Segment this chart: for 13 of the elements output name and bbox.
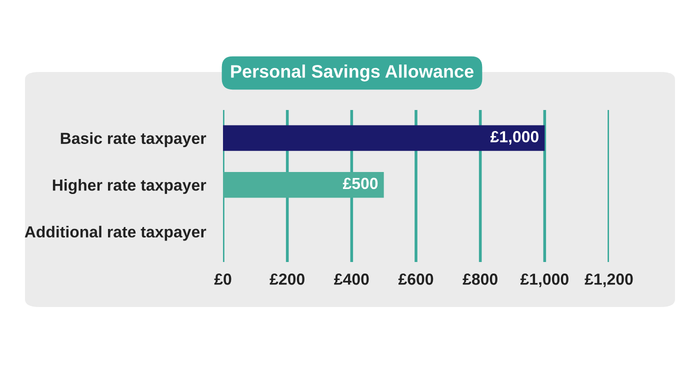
x-tick-label: £800 — [462, 274, 498, 285]
x-tick-label: £600 — [398, 274, 434, 285]
y-tick-label: Additional rate taxpayer — [24, 226, 206, 241]
data-label: £1,000 — [490, 131, 538, 145]
y-tick-label: Basic rate taxpayer — [60, 132, 206, 148]
chart-title: Personal Savings Allowance — [231, 64, 474, 82]
x-tick-label: £1,000 — [520, 274, 568, 288]
x-tick-label: £0 — [214, 274, 232, 285]
data-label: £500 — [342, 178, 378, 190]
x-tick-label: £400 — [334, 274, 369, 285]
y-tick-label: Higher rate taxpayer — [52, 179, 206, 194]
x-tick-label: £200 — [270, 274, 304, 285]
x-tick-label: £1,200 — [584, 274, 633, 288]
